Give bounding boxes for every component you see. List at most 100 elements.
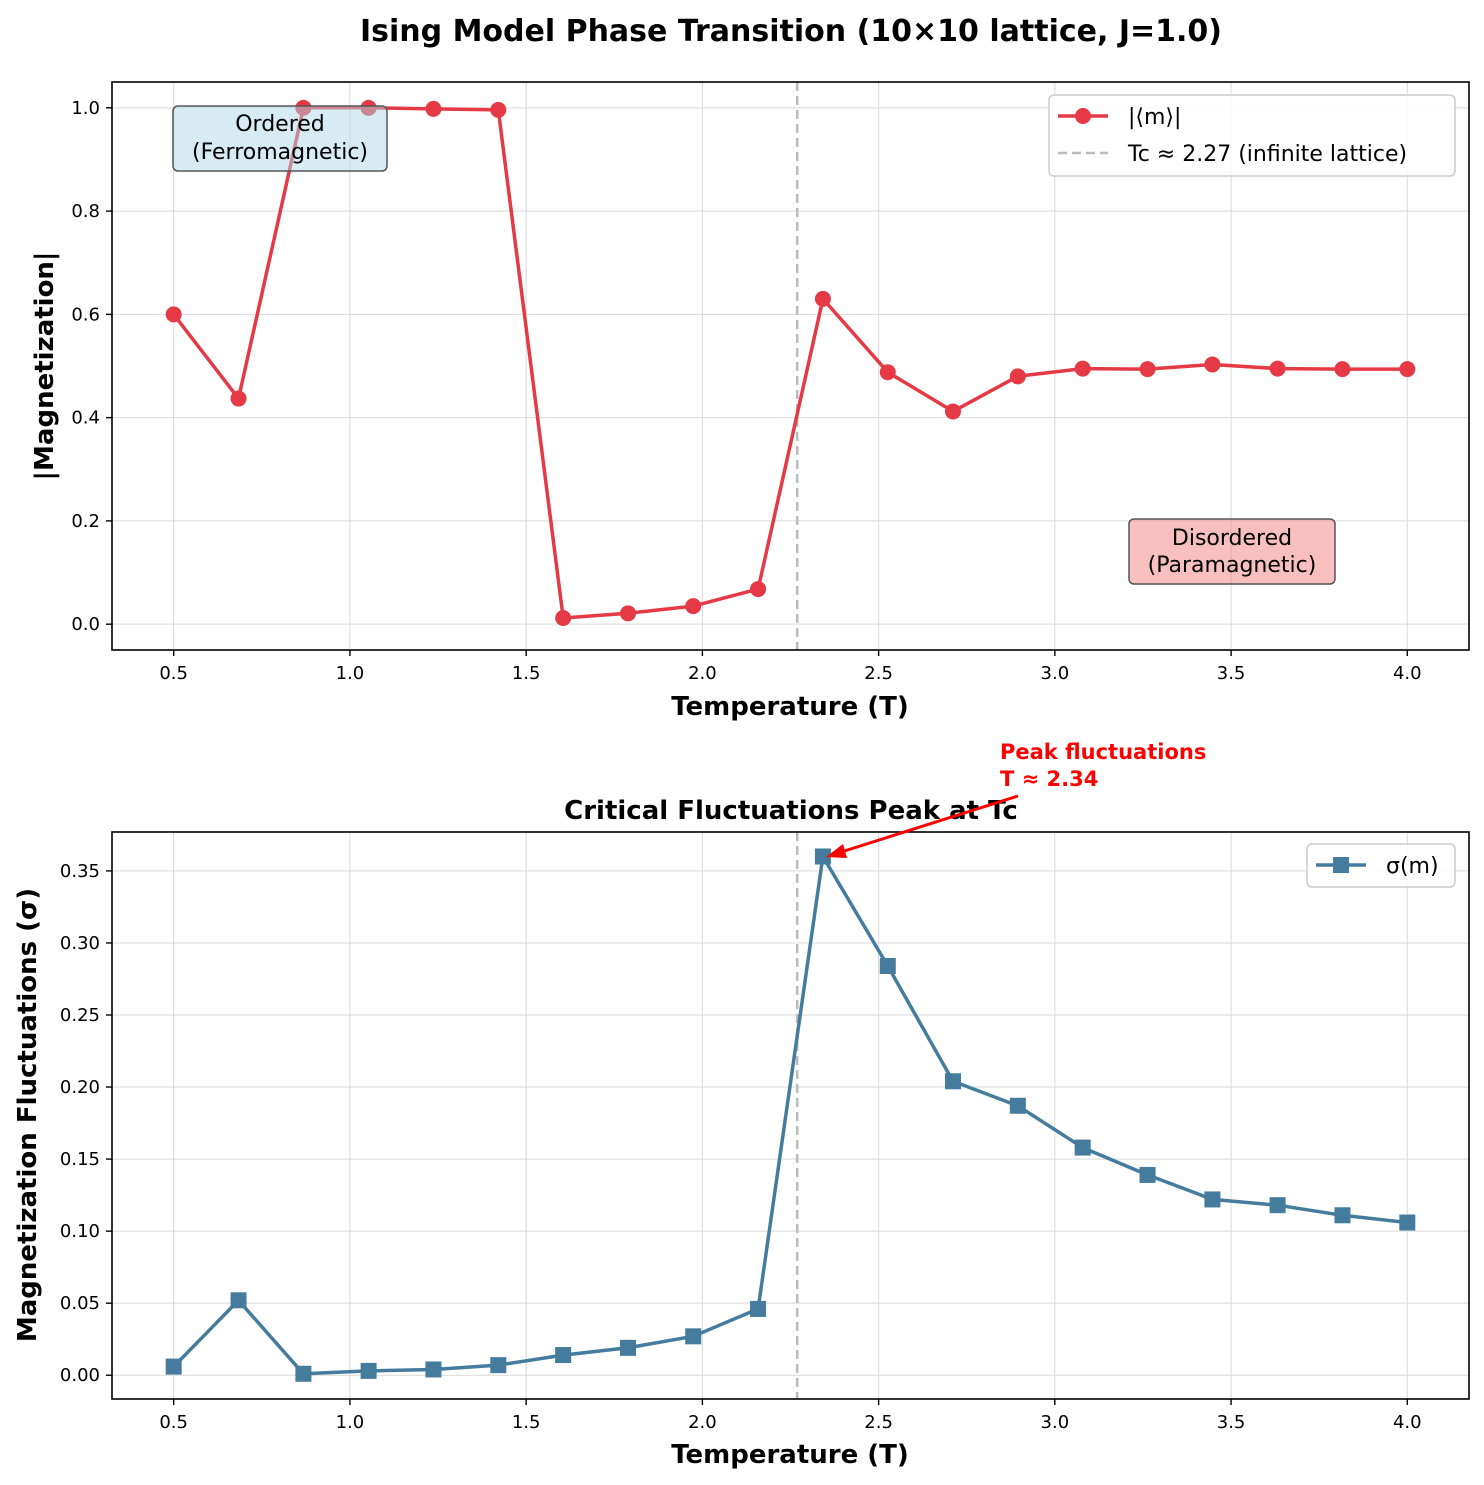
fluctuations-frame	[111, 831, 1470, 1400]
x-tick-label: 1.0	[336, 1412, 365, 1433]
fluctuations-point	[230, 1292, 247, 1309]
fluctuations-point	[620, 1339, 637, 1356]
y-tick-label: 0.0	[71, 614, 100, 635]
magnetization-xlabel: Temperature (T)	[671, 692, 909, 722]
x-tick-label: 3.5	[1217, 663, 1246, 684]
magnetization-frame	[111, 81, 1470, 651]
magnetization-point	[879, 364, 896, 381]
y-tick-label: 0.35	[60, 861, 100, 882]
fluctuations-point	[490, 1357, 507, 1374]
disordered-annotation-box: Disordered (Paramagnetic)	[1128, 518, 1336, 585]
x-tick-label: 3.0	[1041, 1412, 1070, 1433]
magnetization-point	[1269, 360, 1286, 377]
fluctuations-point	[944, 1073, 961, 1090]
fluctuations-ylabel: Magnetization Fluctuations (σ)	[13, 888, 43, 1342]
magnetization-legend: |⟨m⟩| Tc ≈ 2.27 (infinite lattice)	[1048, 94, 1456, 177]
y-tick-label: 0.2	[71, 511, 100, 532]
ordered-annotation-box: Ordered (Ferromagnetic)	[172, 105, 388, 172]
fluctuations-point	[1334, 1207, 1351, 1224]
x-tick-label: 0.5	[159, 1412, 188, 1433]
magnetization-point	[685, 598, 702, 615]
x-tick-label: 1.0	[336, 663, 365, 684]
y-tick-label: 0.00	[60, 1365, 100, 1386]
fluctuations-xlabel: Temperature (T)	[671, 1440, 909, 1470]
magnetization-point	[944, 403, 961, 420]
fluctuations-series	[165, 848, 1416, 1382]
x-tick-label: 2.5	[864, 1412, 893, 1433]
fluctuations-point	[1139, 1166, 1156, 1183]
fluctuations-grid	[112, 832, 1469, 1399]
y-tick-label: 0.05	[60, 1293, 100, 1314]
peak-arrow-head	[826, 844, 847, 858]
peak-annotation: Peak fluctuations T ≈ 2.34	[826, 740, 1206, 858]
magnetization-axes: Ordered (Ferromagnetic) Disordered (Para…	[30, 81, 1470, 722]
magnetization-point	[555, 609, 572, 626]
ordered-label-line1: Ordered	[235, 112, 325, 137]
magnetization-point	[1139, 361, 1156, 378]
disordered-label-line1: Disordered	[1172, 526, 1292, 551]
x-tick-label: 2.0	[688, 1412, 717, 1433]
y-tick-label: 0.10	[60, 1221, 100, 1242]
magnetization-point	[1204, 356, 1221, 373]
fluctuations-point	[165, 1358, 182, 1375]
fluctuations-point	[1204, 1191, 1221, 1208]
fluctuations-point	[360, 1362, 377, 1379]
magnetization-point	[230, 390, 247, 407]
fluctuations-point	[879, 958, 896, 975]
fluctuations-line	[172, 854, 1408, 1376]
fluctuations-point	[425, 1361, 442, 1378]
magnetization-point	[1399, 361, 1416, 378]
x-tick-label: 3.5	[1217, 1412, 1246, 1433]
figure-suptitle: Ising Model Phase Transition (10×10 latt…	[360, 14, 1222, 49]
x-tick-label: 1.5	[512, 1412, 541, 1433]
fluctuations-point	[1009, 1097, 1026, 1114]
y-tick-label: 0.30	[60, 933, 100, 954]
x-tick-label: 3.0	[1041, 663, 1070, 684]
magnetization-ylabel: |Magnetization|	[30, 252, 60, 481]
magnetization-point	[620, 605, 637, 622]
fluctuations-point	[295, 1365, 312, 1382]
fluctuations-legend: σ(m)	[1306, 843, 1456, 888]
fluctuations-point	[750, 1300, 767, 1317]
magnetization-point	[1334, 361, 1351, 378]
legend-magnetization-marker	[1075, 108, 1091, 124]
x-tick-label: 4.0	[1393, 1412, 1422, 1433]
fluctuations-axes: Critical Fluctuations Peak at Tc 0.5 1.0 1…	[13, 740, 1470, 1470]
y-tick-label: 1.0	[71, 98, 100, 119]
fluctuations-point	[685, 1328, 702, 1345]
peak-arrow-shaft	[837, 794, 1019, 855]
y-tick-label: 0.15	[60, 1149, 100, 1170]
x-tick-label: 0.5	[159, 663, 188, 684]
legend-fluctuations-marker	[1333, 857, 1349, 873]
magnetization-point	[425, 100, 442, 117]
y-tick-label: 0.25	[60, 1005, 100, 1026]
ordered-label-line2: (Ferromagnetic)	[192, 140, 368, 165]
peak-annotation-line1: Peak fluctuations	[1000, 740, 1206, 764]
magnetization-point	[165, 306, 182, 323]
legend-fluctuations-label: σ(m)	[1386, 854, 1439, 879]
x-tick-label: 2.5	[864, 663, 893, 684]
x-tick-label: 4.0	[1393, 663, 1422, 684]
fluctuations-point	[1074, 1139, 1091, 1156]
y-tick-label: 0.8	[71, 201, 100, 222]
peak-annotation-line2: T ≈ 2.34	[1000, 767, 1098, 791]
fluctuations-point	[814, 848, 831, 865]
fluctuations-ticks: 0.5 1.0 1.5 2.0 2.5 3.0 3.5 4.0 0.00 0.05 0.10 0.15…	[60, 861, 1422, 1433]
fluctuations-point	[555, 1347, 572, 1364]
y-tick-label: 0.20	[60, 1077, 100, 1098]
y-tick-label: 0.4	[71, 408, 100, 429]
x-tick-label: 2.0	[688, 663, 717, 684]
fluctuations-point	[1269, 1197, 1286, 1214]
magnetization-point	[750, 581, 767, 598]
magnetization-point	[814, 290, 831, 307]
fluctuations-title: Critical Fluctuations Peak at Tc	[564, 796, 1018, 826]
fluctuations-point	[1399, 1214, 1416, 1231]
magnetization-point	[1009, 368, 1026, 385]
legend-magnetization-label: |⟨m⟩|	[1128, 105, 1181, 130]
magnetization-ticks: 0.5 1.0 1.5 2.0 2.5 3.0 3.5 4.0 0.0 0.2 0.4 0.6 0.8 1…	[71, 98, 1421, 684]
magnetization-point	[1074, 360, 1091, 377]
magnetization-point	[490, 101, 507, 118]
y-tick-label: 0.6	[71, 304, 100, 325]
legend-tc-label: Tc ≈ 2.27 (infinite lattice)	[1127, 142, 1407, 167]
